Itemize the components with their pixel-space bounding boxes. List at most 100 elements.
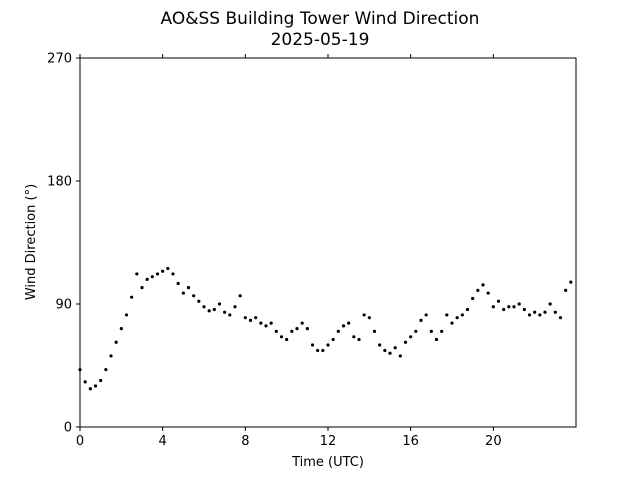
data-point [403, 340, 408, 344]
data-point [192, 294, 196, 298]
data-point [455, 316, 459, 320]
data-point [228, 313, 232, 317]
chart-subtitle: 2025-05-19 [271, 30, 370, 50]
data-point [290, 329, 294, 333]
data-point [336, 329, 340, 333]
data-point [176, 281, 180, 286]
data-point [145, 277, 149, 281]
data-point [429, 329, 433, 333]
data-points [78, 266, 573, 391]
y-tick-label: 180 [47, 175, 72, 190]
data-point [471, 296, 475, 301]
y-tick-label: 90 [55, 298, 72, 313]
data-point [99, 378, 103, 383]
data-point [248, 318, 253, 322]
data-point [538, 313, 542, 317]
data-point [440, 329, 444, 333]
data-point [321, 348, 325, 353]
data-point [223, 310, 227, 314]
x-tick-label: 16 [402, 434, 419, 449]
data-point [233, 305, 237, 309]
data-point [109, 354, 113, 358]
data-point [414, 329, 418, 333]
data-point [569, 280, 573, 284]
data-point [186, 286, 191, 290]
data-point [83, 380, 87, 384]
data-point [476, 288, 480, 292]
data-point [207, 309, 211, 313]
data-point [502, 307, 506, 312]
data-point [512, 305, 516, 309]
x-tick-label: 12 [320, 434, 337, 449]
data-point [383, 348, 387, 353]
x-axis-ticks: 0 4 8 12 16 20 [76, 54, 502, 449]
data-point [352, 335, 356, 339]
x-axis-label: Time (UTC) [291, 455, 364, 470]
data-point [161, 269, 165, 273]
data-point [114, 340, 118, 344]
data-point [238, 294, 242, 298]
y-axis-ticks: 0 90 180 270 [47, 52, 80, 436]
data-point [533, 310, 537, 314]
data-point [393, 346, 397, 350]
data-point [217, 302, 222, 306]
data-point [326, 343, 330, 347]
data-point [507, 305, 511, 309]
data-point [130, 295, 134, 299]
data-point [197, 299, 201, 303]
data-point [305, 327, 309, 331]
data-point [527, 313, 532, 317]
data-point [564, 288, 568, 292]
data-point [481, 283, 485, 287]
data-point [300, 321, 304, 325]
data-point [279, 335, 284, 339]
data-point [140, 286, 144, 290]
data-point [171, 272, 175, 276]
data-point [264, 324, 268, 328]
data-point [181, 291, 185, 295]
data-point [150, 275, 154, 279]
data-point [88, 387, 92, 391]
data-point [460, 313, 464, 317]
data-point [558, 316, 563, 320]
x-tick-label: 4 [159, 434, 167, 449]
data-point [465, 307, 470, 312]
data-point [553, 310, 557, 314]
data-point [331, 337, 335, 342]
data-point [491, 305, 495, 309]
data-point [450, 321, 454, 325]
data-point [295, 327, 299, 331]
data-point [388, 351, 392, 355]
chart-title: AO&SS Building Tower Wind Direction [161, 9, 480, 29]
data-point [357, 337, 361, 342]
y-tick-label: 270 [47, 52, 72, 67]
data-point [378, 343, 382, 347]
x-tick-label: 0 [76, 434, 84, 449]
data-point [155, 272, 160, 276]
y-tick-label: 0 [64, 421, 72, 436]
data-point [341, 324, 346, 328]
data-point [119, 327, 123, 331]
data-point [274, 329, 278, 333]
data-point [93, 384, 98, 388]
data-point [419, 318, 423, 322]
data-point [269, 321, 273, 325]
data-point [522, 307, 526, 312]
data-point [202, 305, 206, 309]
x-tick-label: 20 [485, 434, 502, 449]
data-point [166, 266, 170, 271]
data-point [548, 302, 552, 306]
data-point [398, 354, 402, 358]
data-point [409, 335, 413, 339]
data-point [367, 316, 371, 320]
data-point [124, 313, 129, 317]
data-point [424, 313, 428, 317]
data-point [347, 321, 351, 325]
data-point [543, 310, 547, 314]
data-point [310, 343, 315, 347]
data-point [517, 302, 521, 306]
data-point [362, 313, 366, 317]
data-point [285, 337, 289, 342]
data-point [445, 313, 449, 317]
